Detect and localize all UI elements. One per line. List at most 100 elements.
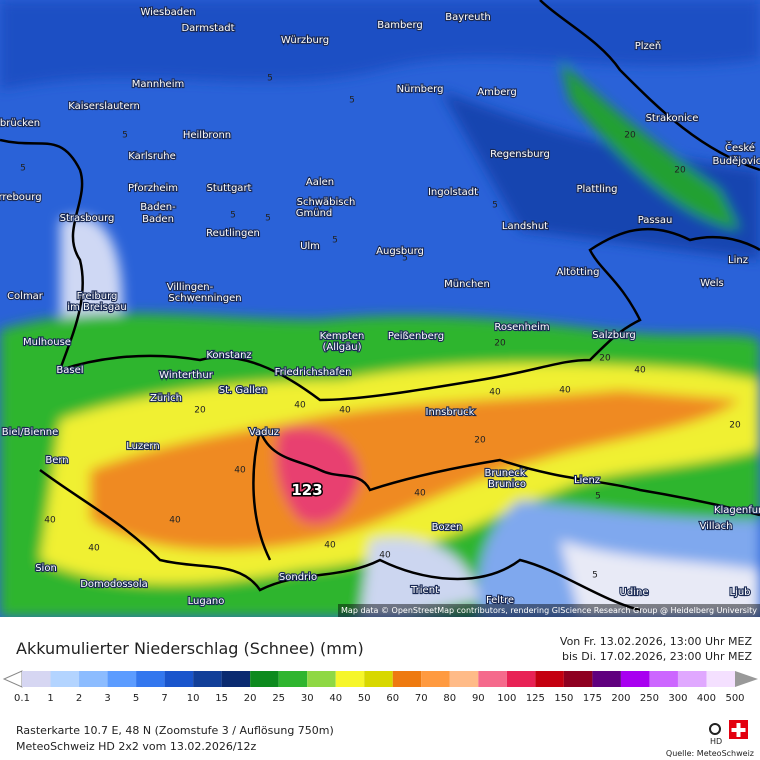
legend-label: 30 [301,693,314,704]
city-label: Reutlingen [206,228,260,239]
legend-swatch [335,671,365,687]
city-label: Luzern [126,441,159,452]
city-label: Stuttgart [207,183,252,194]
legend-label: 0.1 [14,693,30,704]
logo-hd: HD [710,737,722,746]
city-label: Kempten [320,331,365,342]
legend-swatch [79,671,108,687]
city-label: Nürnberg [397,84,444,95]
city-label: Sondrio [279,572,317,583]
contour-label: 5 [349,96,355,106]
city-label: Sion [35,563,57,574]
legend-arrow-low [2,670,23,688]
contour-label: 5 [595,492,601,502]
contour-label: 20 [599,354,611,364]
city-label: Wiesbaden [140,7,195,18]
city-label: Villach [700,521,733,532]
legend-swatch [136,671,165,687]
legend-swatch [706,671,735,687]
city-label: Rosenheim [494,322,549,333]
legend-label: 10 [187,693,200,704]
contour-label: 5 [265,214,271,224]
legend-label: 60 [386,693,399,704]
contour-label: 20 [729,421,741,431]
city-label: Linz [728,255,748,266]
legend-label: 40 [329,693,342,704]
legend-swatch [677,671,707,687]
legend-label: 5 [133,693,139,704]
city-label: Landshut [502,221,548,232]
contour-label: 40 [294,401,306,411]
legend-label: 25 [272,693,285,704]
legend-label: 1 [47,693,53,704]
city-label: Würzburg [281,35,329,46]
city-label: Brunico [488,479,526,490]
legend-label: 175 [583,693,602,704]
city-label: České [725,141,755,154]
contour-label: 20 [474,436,486,446]
legend-swatch [392,671,422,687]
legend-swatch [649,671,678,687]
city-label: Wels [700,278,723,289]
city-label: Vaduz [249,427,279,438]
period-to: bis Di. 17.02.2026, 23:00 Uhr MEZ [562,650,752,663]
legend-swatch [563,671,593,687]
city-label: Augsburg [376,246,424,257]
legend-swatch [421,671,450,687]
legend-label: 70 [415,693,428,704]
legend-label: 80 [443,693,456,704]
legend-swatch [250,671,279,687]
contour-label: 40 [88,544,100,554]
contour-label: 20 [494,339,506,349]
city-label: Amberg [477,87,516,98]
contour-label: 40 [339,406,351,416]
city-label: Biel/Bienne [2,427,59,438]
city-label: Schwenningen [168,293,241,304]
city-label: St. Gallen [219,385,268,396]
city-label: Zürich [150,393,182,404]
contour-label: 5 [492,201,498,211]
legend-label: 500 [725,693,744,704]
city-label: Trient [410,585,439,596]
contour-label: 20 [194,406,206,416]
city-label: brücken [0,118,40,129]
attribution: Map data © OpenStreetMap contributors, r… [341,606,757,615]
contour-label: 5 [402,254,408,264]
city-label: Ulm [300,241,320,252]
legend-swatch [307,671,336,687]
city-label: Lugano [188,596,225,607]
city-label: Innsbruck [426,407,475,418]
legend-label: 50 [358,693,371,704]
swiss-cross [731,723,746,737]
map: Wiesbaden Darmstadt Würzburg Bamberg Bayreut… [0,0,760,617]
city-label: Ingolstadt [428,187,478,198]
footer-line2: MeteoSchweiz HD 2x2 vom 13.02.2026/12z [16,740,257,753]
legend-label: 125 [526,693,545,704]
city-label: Baden [142,214,174,225]
city-label: im Breisgau [67,302,126,313]
contour-label: 40 [559,386,571,396]
legend-swatch [22,671,51,687]
city-label: Schwäbisch [297,197,356,208]
legend-swatch [193,671,222,687]
legend-title: Akkumulierter Niederschlag (Schnee) (mm) [16,639,364,658]
contour-label: 40 [414,489,426,499]
city-label: (Allgäu) [322,342,361,353]
legend-swatch [449,671,479,687]
city-label: Plattling [576,184,617,195]
city-label: Freiburg [77,291,118,302]
legend-label: 150 [554,693,573,704]
contour-label: 40 [44,516,56,526]
legend-label: 15 [215,693,228,704]
legend-swatch [478,671,507,687]
legend-swatch [164,671,194,687]
city-label: Colmar [7,291,44,302]
legend-swatch [107,671,137,687]
contour-label: 20 [674,166,686,176]
contour-label: 5 [592,571,598,581]
city-label: Winterthur [159,370,214,381]
legend-swatch [50,671,80,687]
legend-swatch [506,671,536,687]
city-label: Gmünd [296,208,333,219]
